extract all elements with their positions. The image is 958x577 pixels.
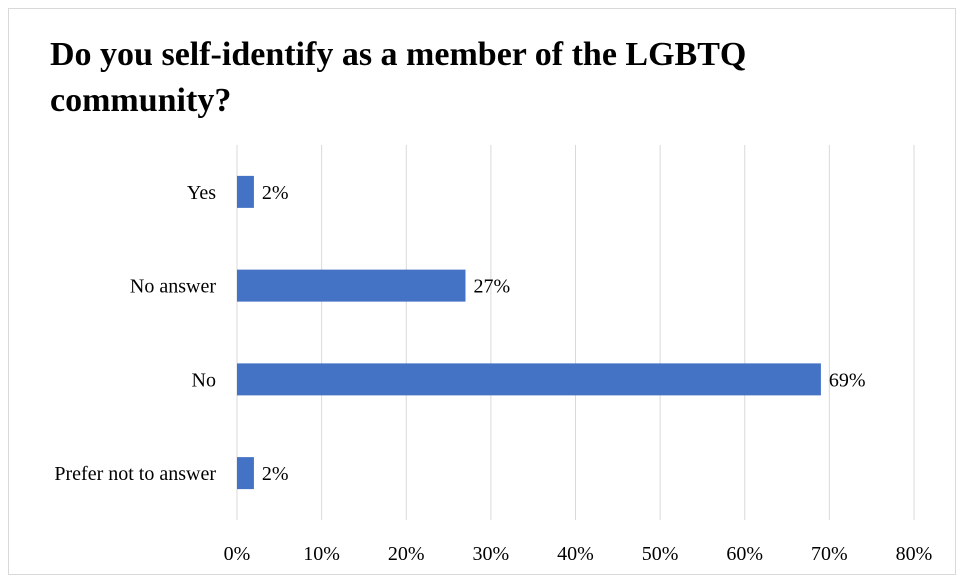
category-label: Prefer not to answer	[54, 463, 216, 485]
chart-title: Do you self-identify as a member of the …	[50, 36, 747, 119]
chart-frame	[8, 8, 956, 575]
bar	[237, 363, 821, 396]
data-label: 27%	[473, 276, 510, 298]
bar	[237, 269, 466, 302]
category-label: No	[192, 369, 216, 391]
x-tick-labels: 0% 10% 20% 30% 40% 50% 60% 70% 80%	[224, 543, 933, 565]
data-label: 2%	[262, 182, 289, 204]
x-tick-label: 70%	[811, 543, 848, 565]
x-tick-label: 60%	[726, 543, 763, 565]
x-tick-label: 50%	[642, 543, 679, 565]
x-tick-label: 20%	[388, 543, 425, 565]
data-label: 69%	[829, 369, 866, 391]
x-tick-label: 30%	[473, 543, 510, 565]
category-labels: Yes No answer No Prefer not to answer	[54, 182, 216, 485]
x-tick-label: 0%	[224, 543, 251, 565]
bars	[237, 175, 821, 490]
category-label: Yes	[187, 182, 216, 204]
bar	[237, 457, 254, 490]
data-labels: 2% 27% 69% 2%	[262, 182, 866, 485]
x-tick-label: 40%	[557, 543, 594, 565]
bar	[237, 175, 254, 208]
x-tick-label: 80%	[896, 543, 933, 565]
category-label: No answer	[130, 276, 216, 298]
x-tick-label: 10%	[303, 543, 340, 565]
gridlines	[236, 145, 915, 520]
data-label: 2%	[262, 463, 289, 485]
